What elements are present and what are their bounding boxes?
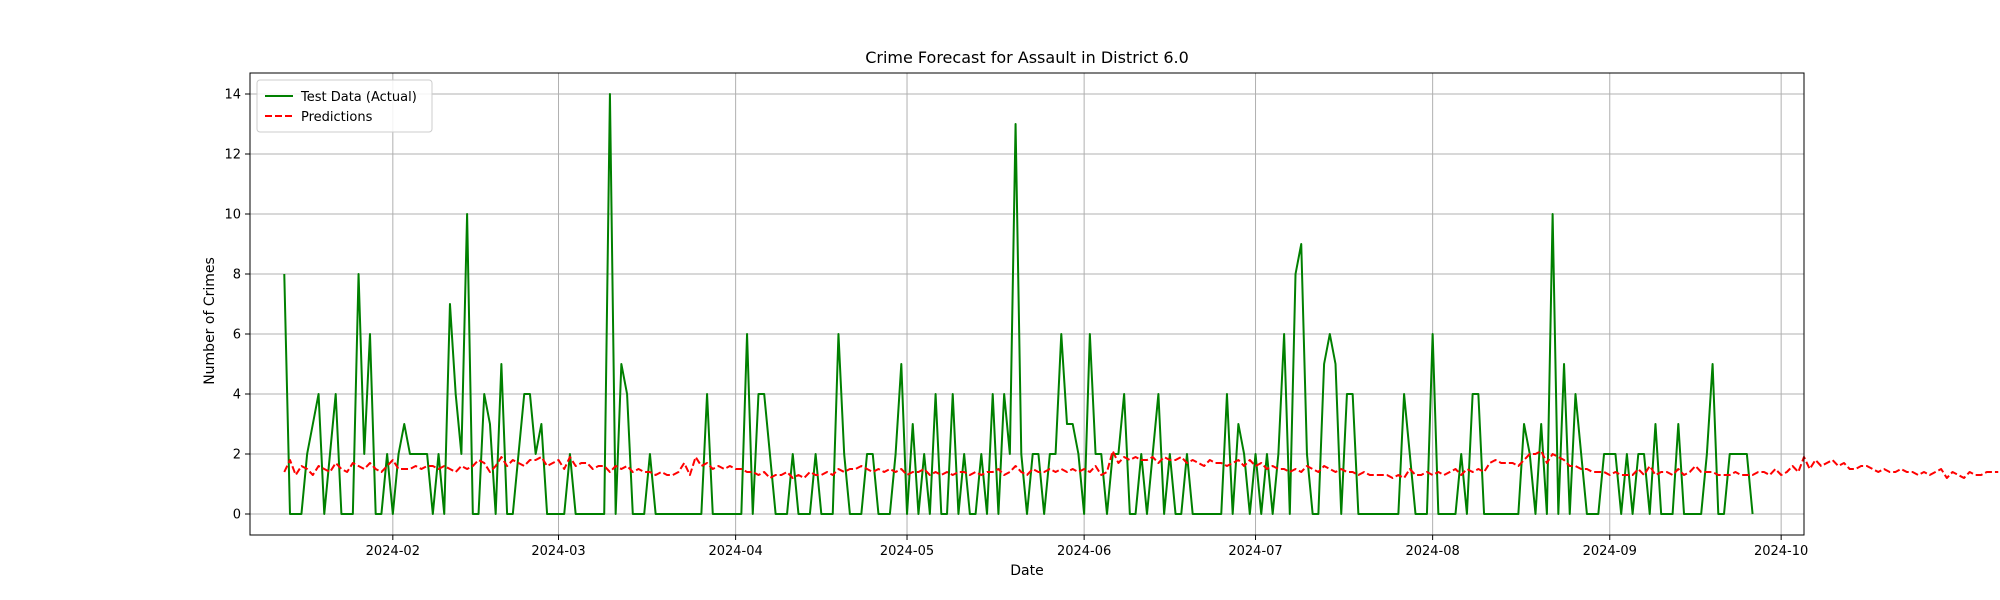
series-layer (283, 93, 1999, 515)
y-tick-label: 14 (224, 88, 241, 103)
series-line-predictions (283, 450, 1999, 479)
y-tick-label: 4 (233, 388, 241, 403)
x-axis: 2024-02 2024-03 2024-04 2024-05 2024-06 2024-… (366, 535, 1808, 559)
grid (250, 73, 1804, 535)
y-tick-label: 0 (233, 508, 241, 523)
series-line-actual (283, 93, 1754, 515)
x-tick-label: 2024-08 (1405, 544, 1459, 559)
chart-title: Crime Forecast for Assault in District 6… (865, 48, 1189, 67)
x-tick-label: 2024-07 (1228, 544, 1282, 559)
x-tick-label: 2024-03 (531, 544, 585, 559)
y-tick-label: 6 (233, 328, 241, 343)
y-tick-label: 10 (224, 208, 241, 223)
legend-box (256, 79, 433, 133)
legend-label: Test Data (Actual) (300, 90, 417, 105)
x-axis-label: Date (1010, 563, 1043, 579)
legend: Test Data (Actual) Predictions (256, 79, 433, 133)
plot-frame (249, 72, 1805, 536)
x-tick-label: 2024-04 (708, 544, 762, 559)
x-tick-label: 2024-09 (1583, 544, 1637, 559)
y-tick-label: 2 (233, 448, 241, 463)
y-tick-label: 8 (233, 268, 241, 283)
y-tick-label: 12 (224, 148, 241, 163)
x-tick-label: 2024-06 (1057, 544, 1111, 559)
y-axis-label: Number of Crimes (202, 257, 218, 385)
x-tick-label: 2024-10 (1754, 544, 1808, 559)
y-axis: 0 2 4 6 8 10 12 14 (224, 88, 250, 523)
x-tick-label: 2024-05 (880, 544, 934, 559)
legend-label: Predictions (301, 110, 373, 125)
x-tick-label: 2024-02 (366, 544, 420, 559)
